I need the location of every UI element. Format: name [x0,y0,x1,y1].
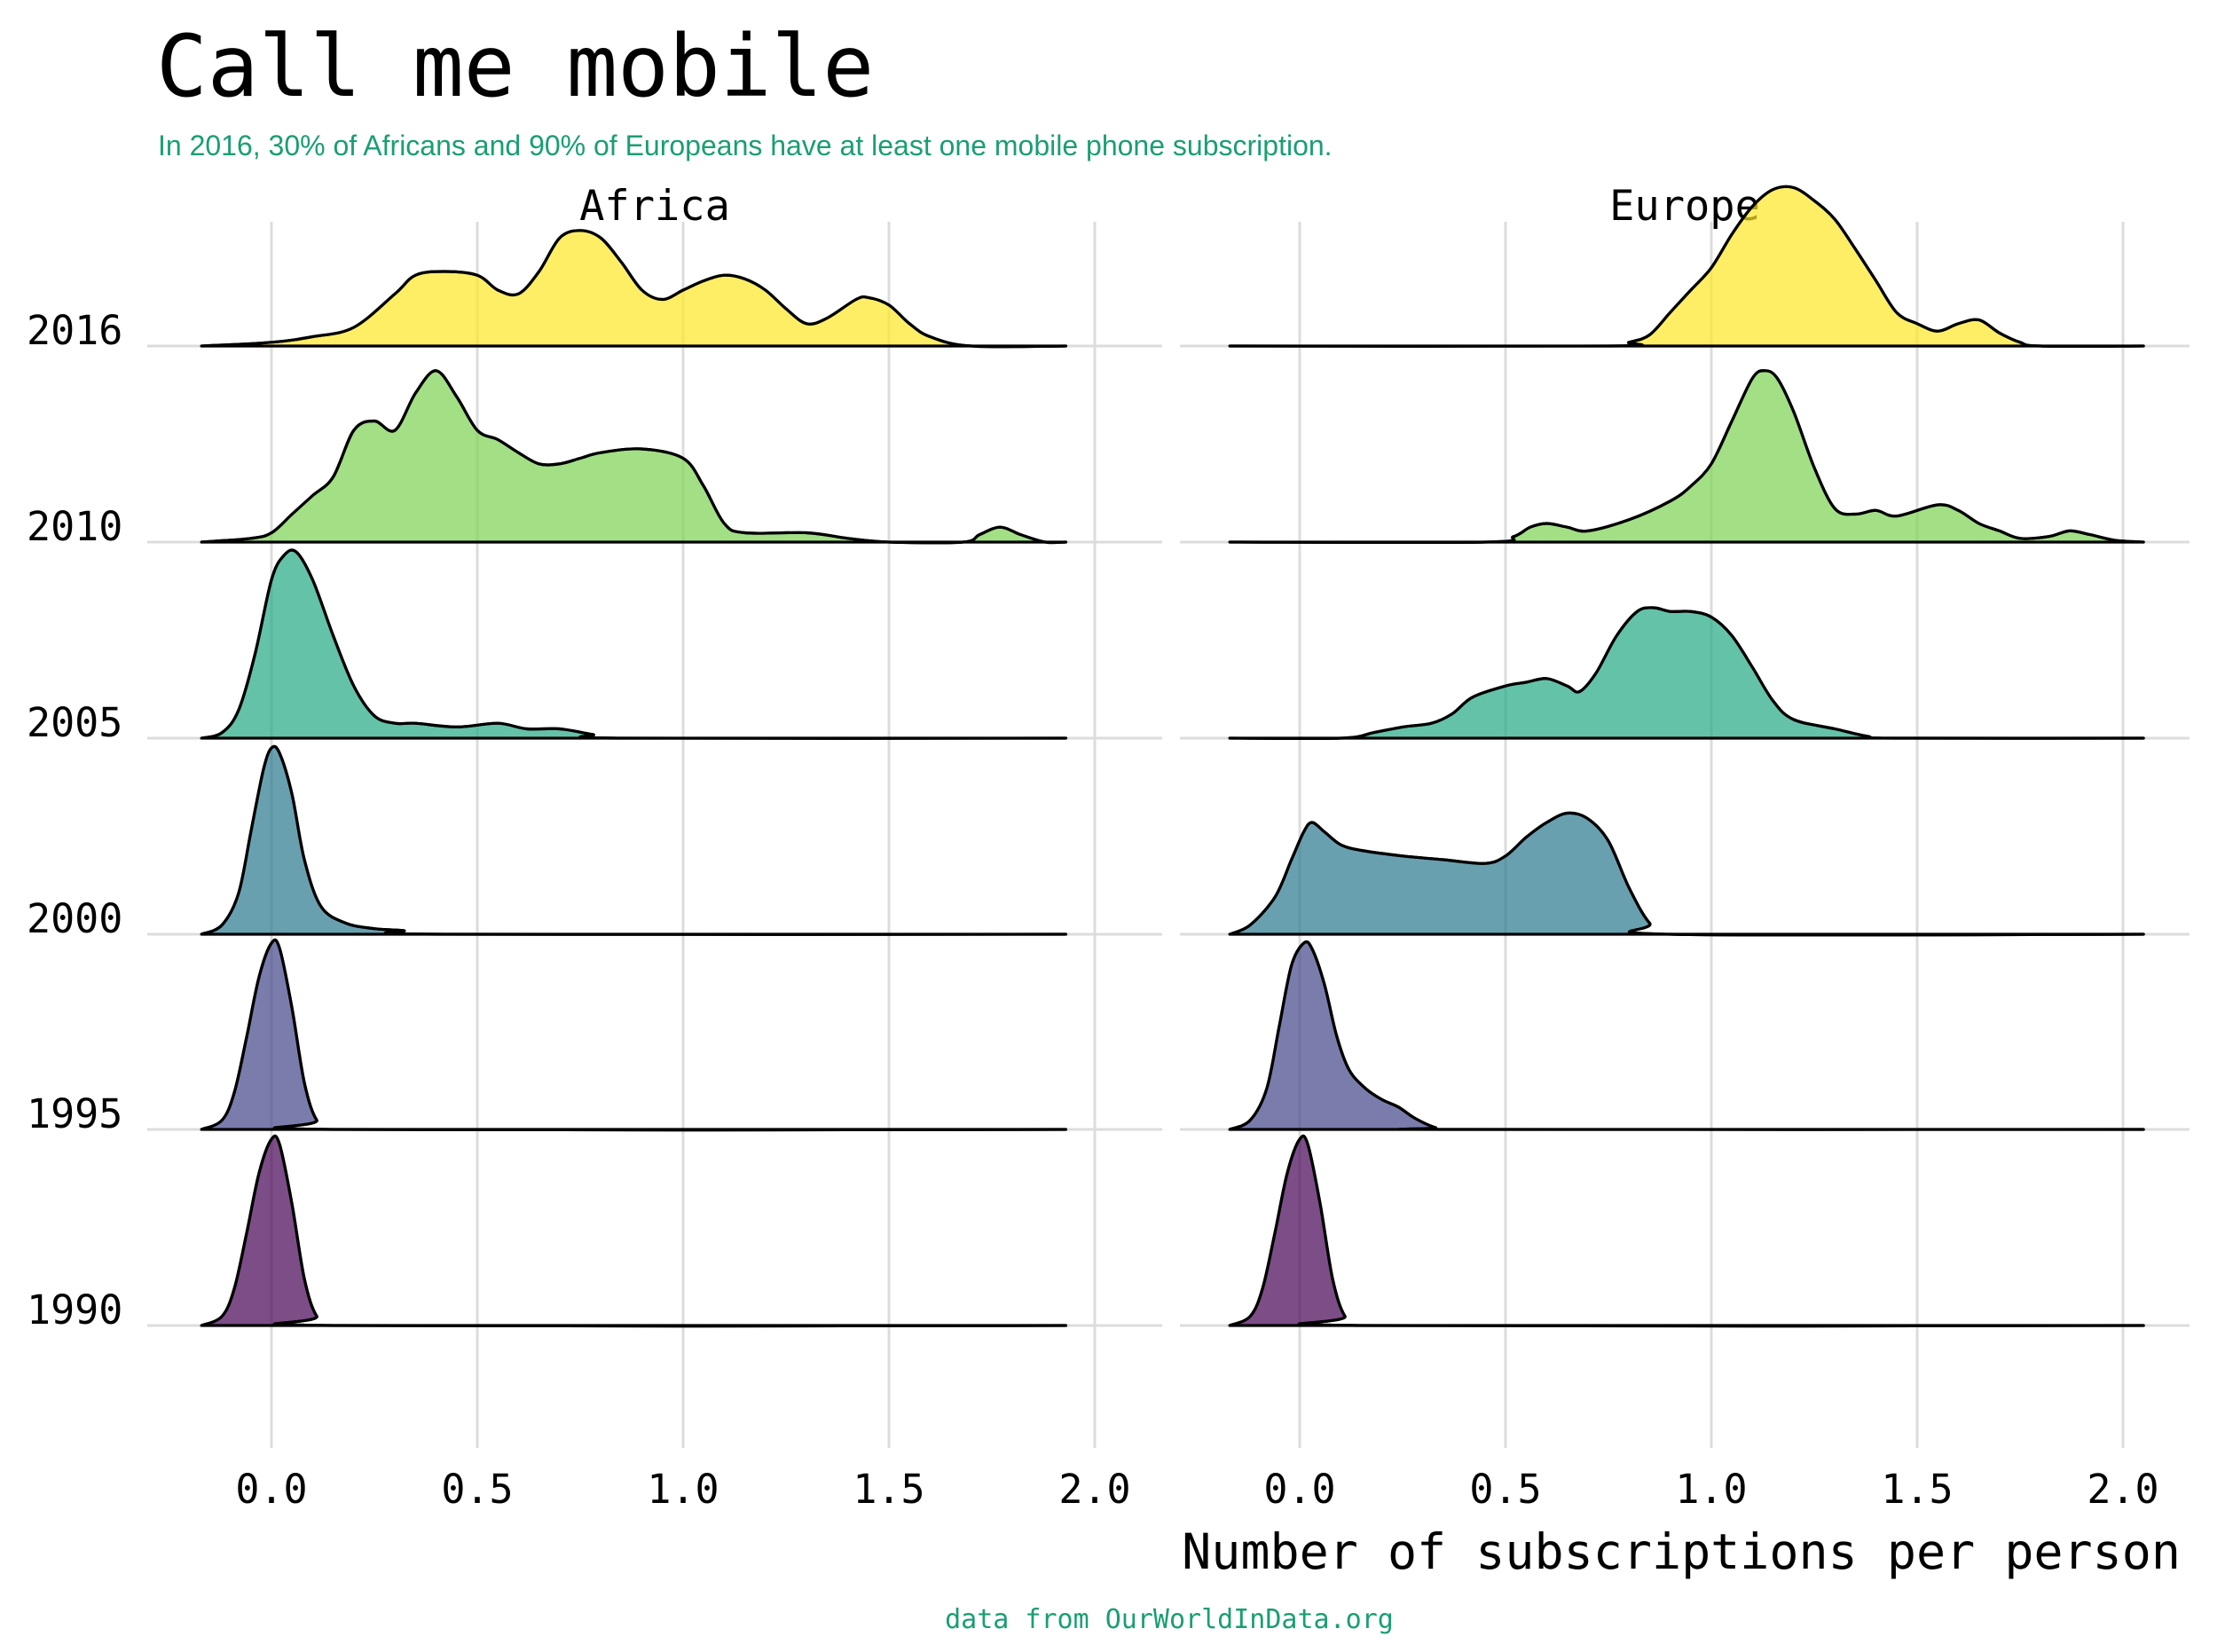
x-axis-label: Number of subscriptions per person [1182,1523,2181,1580]
europe-ridge-fill-2005 [1228,606,2145,741]
y-tick-label-2016: 2016 [27,307,122,354]
europe-ridge-fill-2010 [1228,369,2145,545]
y-tick-label-1990: 1990 [27,1286,122,1333]
y-tick-label-2005: 2005 [27,699,122,746]
africa-x-tick-label-4: 2.0 [1058,1466,1130,1513]
europe-ridge-line-2000 [1229,811,2144,937]
africa-ridge-fill-2000 [200,744,1068,936]
europe-ridge-fill-1995 [1228,940,2145,1131]
africa-ridge-line-2016 [201,229,1066,349]
africa-x-tick-label-3: 1.5 [853,1466,924,1513]
europe-ridge-fill-1990 [1228,1134,2145,1328]
africa-ridge-line-2005 [200,548,1066,740]
africa-ridge-line-2000 [200,744,1066,936]
africa-strip-label: Africa [579,182,730,231]
africa-ridge-line-2010 [200,369,1066,545]
europe-x-tick-label-1: 0.5 [1469,1466,1541,1513]
europe-x-tick-label-4: 2.0 [2087,1466,2158,1513]
africa-ridge-fill-1990 [200,1134,1068,1328]
y-tick-label-2000: 2000 [27,895,122,942]
africa-x-tick-label-0: 0.0 [235,1466,307,1513]
africa-ridge-fill-2005 [200,548,1068,740]
europe-x-tick-label-2: 1.0 [1675,1466,1747,1513]
chart-title: Call me mobile [156,17,874,116]
europe-ridge-line-2010 [1230,369,2144,545]
chart-subtitle: In 2016, 30% of Africans and 90% of Euro… [158,130,1333,161]
africa-x-tick-label-2: 1.0 [647,1466,719,1513]
chart-caption: data from OurWorldInData.org [945,1604,1394,1635]
europe-ridge-fill-2000 [1228,811,2145,937]
africa-x-tick-label-1: 0.5 [441,1466,513,1513]
y-axis: 1990 1995 2000 2005 2010 2016 [27,307,122,1333]
europe-ridge-line-2005 [1230,606,2144,741]
europe-ridge-line-1995 [1229,940,2144,1131]
y-tick-label-1995: 1995 [27,1090,122,1137]
africa-ridge-line-1990 [200,1134,1066,1328]
europe-x-tick-label-3: 1.5 [1881,1466,1953,1513]
africa-ridge-fill-1995 [200,938,1068,1132]
africa-ridge-fill-2016 [200,229,1068,349]
europe-ridge-line-2016 [1230,185,2144,348]
europe-x-tick-label-0: 0.0 [1263,1466,1335,1513]
facet-panel-europe: Europe 0.0 0.5 1.0 1.5 2.0 [1180,182,2190,1513]
facet-panel-africa: Africa 0.0 0.5 1.0 1.5 2.0 [147,182,1162,1513]
africa-ridge-line-1995 [200,938,1066,1132]
europe-ridge-line-1990 [1229,1134,2144,1328]
y-tick-label-2010: 2010 [27,503,122,550]
africa-ridge-fill-2010 [200,369,1068,545]
europe-strip-label: Europe [1609,182,1760,231]
